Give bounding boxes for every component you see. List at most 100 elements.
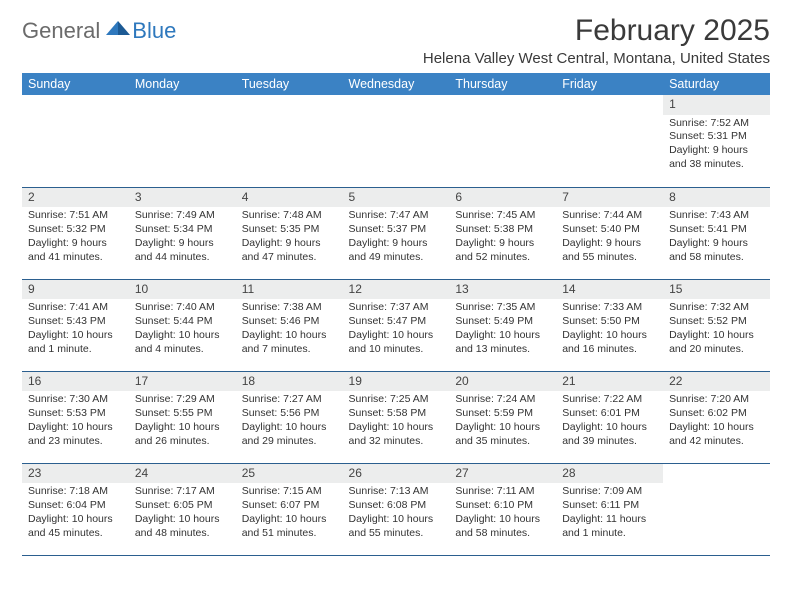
calendar-body: 1Sunrise: 7:52 AMSunset: 5:31 PMDaylight… <box>22 95 770 555</box>
sunrise-line: Sunrise: 7:45 AM <box>455 209 535 221</box>
sunset-line: Sunset: 5:49 PM <box>455 315 533 327</box>
daylight-line: Daylight: 10 hours and 58 minutes. <box>455 513 540 539</box>
day-cell <box>449 95 556 187</box>
sunrise-line: Sunrise: 7:33 AM <box>562 301 642 313</box>
day-details: Sunrise: 7:41 AMSunset: 5:43 PMDaylight:… <box>22 299 129 360</box>
day-details: Sunrise: 7:43 AMSunset: 5:41 PMDaylight:… <box>663 207 770 268</box>
week-row: 9Sunrise: 7:41 AMSunset: 5:43 PMDaylight… <box>22 279 770 371</box>
day-details: Sunrise: 7:30 AMSunset: 5:53 PMDaylight:… <box>22 391 129 452</box>
day-details: Sunrise: 7:48 AMSunset: 5:35 PMDaylight:… <box>236 207 343 268</box>
day-details: Sunrise: 7:24 AMSunset: 5:59 PMDaylight:… <box>449 391 556 452</box>
day-cell: 9Sunrise: 7:41 AMSunset: 5:43 PMDaylight… <box>22 279 129 371</box>
day-number: 26 <box>343 464 450 484</box>
day-number: 10 <box>129 280 236 300</box>
sunset-line: Sunset: 5:31 PM <box>669 130 747 142</box>
weekday-header: Saturday <box>663 73 770 95</box>
sunrise-line: Sunrise: 7:30 AM <box>28 393 108 405</box>
sunrise-line: Sunrise: 7:32 AM <box>669 301 749 313</box>
day-details: Sunrise: 7:22 AMSunset: 6:01 PMDaylight:… <box>556 391 663 452</box>
day-details: Sunrise: 7:44 AM Sunset: 5:40 PM Daylight:… <box>556 207 663 268</box>
day-cell: 28Sunrise: 7:09 AMSunset: 6:11 PMDayligh… <box>556 463 663 555</box>
day-details: Sunrise: 7:35 AMSunset: 5:49 PMDaylight:… <box>449 299 556 360</box>
day-details: Sunrise: 7:11 AMSunset: 6:10 PMDaylight:… <box>449 483 556 544</box>
sunset-line: Sunset: 5:35 PM <box>242 223 320 235</box>
sunrise-line: Sunrise: 7:20 AM <box>669 393 749 405</box>
day-details: Sunrise: 7:37 AMSunset: 5:47 PMDaylight:… <box>343 299 450 360</box>
sunset-line: Sunset: 5:32 PM <box>28 223 106 235</box>
sunrise-line: Sunrise: 7:51 AM <box>28 209 108 221</box>
day-cell: 14Sunrise: 7:33 AMSunset: 5:50 PMDayligh… <box>556 279 663 371</box>
sunrise-line: Sunrise: 7:29 AM <box>135 393 215 405</box>
sunset-line: Sunset: 5:37 PM <box>349 223 427 235</box>
day-cell: 13Sunrise: 7:35 AMSunset: 5:49 PMDayligh… <box>449 279 556 371</box>
day-details: Sunrise: 7:18 AMSunset: 6:04 PMDaylight:… <box>22 483 129 544</box>
day-cell: 1Sunrise: 7:52 AMSunset: 5:31 PMDaylight… <box>663 95 770 187</box>
sunset-line: Sunset: 5:50 PM <box>562 315 640 327</box>
sunrise-line: Sunrise: 7:13 AM <box>349 485 429 497</box>
sunrise-line: Sunrise: 7:17 AM <box>135 485 215 497</box>
day-cell: 23Sunrise: 7:18 AMSunset: 6:04 PMDayligh… <box>22 463 129 555</box>
daylight-line: Daylight: 9 hours and 55 minutes. <box>562 237 641 263</box>
sunset-line: Sunset: 6:05 PM <box>135 499 213 511</box>
sunrise-line: Sunrise: 7:49 AM <box>135 209 215 221</box>
day-number: 7 <box>556 188 663 208</box>
daylight-line: Daylight: 10 hours and 1 minute. <box>28 329 113 355</box>
location-subtitle: Helena Valley West Central, Montana, Uni… <box>423 50 770 67</box>
day-cell: 3Sunrise: 7:49 AMSunset: 5:34 PMDaylight… <box>129 187 236 279</box>
sunrise-line: Sunrise: 7:24 AM <box>455 393 535 405</box>
day-number: 28 <box>556 464 663 484</box>
sunset-line: Sunset: 6:07 PM <box>242 499 320 511</box>
day-number-empty <box>343 95 450 115</box>
day-cell: 11Sunrise: 7:38 AMSunset: 5:46 PMDayligh… <box>236 279 343 371</box>
day-cell <box>129 95 236 187</box>
day-cell: 17Sunrise: 7:29 AMSunset: 5:55 PMDayligh… <box>129 371 236 463</box>
day-details: Sunrise: 7:25 AMSunset: 5:58 PMDaylight:… <box>343 391 450 452</box>
sunset-line: Sunset: 6:02 PM <box>669 407 747 419</box>
calendar-head: Sunday Monday Tuesday Wednesday Thursday… <box>22 73 770 95</box>
day-details: Sunrise: 7:49 AMSunset: 5:34 PMDaylight:… <box>129 207 236 268</box>
sunset-line: Sunset: 5:56 PM <box>242 407 320 419</box>
day-number: 1 <box>663 95 770 115</box>
sunset-line: Sunset: 6:01 PM <box>562 407 640 419</box>
title-block: February 2025 Helena Valley West Central… <box>423 14 770 67</box>
sunset-line: Sunset: 6:04 PM <box>28 499 106 511</box>
day-cell: 12Sunrise: 7:37 AMSunset: 5:47 PMDayligh… <box>343 279 450 371</box>
day-cell: 27Sunrise: 7:11 AMSunset: 6:10 PMDayligh… <box>449 463 556 555</box>
daylight-line: Daylight: 10 hours and 39 minutes. <box>562 421 647 447</box>
daylight-line: Daylight: 9 hours and 38 minutes. <box>669 144 748 170</box>
day-number: 25 <box>236 464 343 484</box>
daylight-line: Daylight: 10 hours and 55 minutes. <box>349 513 434 539</box>
daylight-line: Daylight: 9 hours and 41 minutes. <box>28 237 107 263</box>
day-cell: 22Sunrise: 7:20 AMSunset: 6:02 PMDayligh… <box>663 371 770 463</box>
week-row: 1Sunrise: 7:52 AMSunset: 5:31 PMDaylight… <box>22 95 770 187</box>
sunset-line: Sunset: 5:40 PM <box>562 223 640 235</box>
day-number-empty <box>236 95 343 115</box>
day-cell: 21Sunrise: 7:22 AMSunset: 6:01 PMDayligh… <box>556 371 663 463</box>
sunrise-line: Sunrise: 7:40 AM <box>135 301 215 313</box>
sunrise-line: Sunrise: 7:41 AM <box>28 301 108 313</box>
day-number-empty <box>449 95 556 115</box>
day-number: 6 <box>449 188 556 208</box>
day-cell: 10Sunrise: 7:40 AMSunset: 5:44 PMDayligh… <box>129 279 236 371</box>
calendar-table: Sunday Monday Tuesday Wednesday Thursday… <box>22 73 770 556</box>
day-details: Sunrise: 7:52 AMSunset: 5:31 PMDaylight:… <box>663 115 770 176</box>
day-details: Sunrise: 7:29 AMSunset: 5:55 PMDaylight:… <box>129 391 236 452</box>
sunrise-line: Sunrise: 7:44 AM <box>562 209 642 221</box>
sunrise-line: Sunrise: 7:35 AM <box>455 301 535 313</box>
sunset-line: Sunset: 5:41 PM <box>669 223 747 235</box>
sunrise-line: Sunrise: 7:18 AM <box>28 485 108 497</box>
day-details: Sunrise: 7:13 AMSunset: 6:08 PMDaylight:… <box>343 483 450 544</box>
day-cell: 5Sunrise: 7:47 AMSunset: 5:37 PMDaylight… <box>343 187 450 279</box>
day-cell <box>663 463 770 555</box>
day-number: 24 <box>129 464 236 484</box>
day-number-empty <box>663 464 770 484</box>
logo: General Blue <box>22 14 176 42</box>
weekday-header: Monday <box>129 73 236 95</box>
day-cell <box>556 95 663 187</box>
sunset-line: Sunset: 5:55 PM <box>135 407 213 419</box>
day-number: 8 <box>663 188 770 208</box>
day-details: Sunrise: 7:47 AMSunset: 5:37 PMDaylight:… <box>343 207 450 268</box>
weekday-header: Thursday <box>449 73 556 95</box>
calendar-page: General Blue February 2025 Helena Valley… <box>0 0 792 566</box>
sunrise-line: Sunrise: 7:38 AM <box>242 301 322 313</box>
